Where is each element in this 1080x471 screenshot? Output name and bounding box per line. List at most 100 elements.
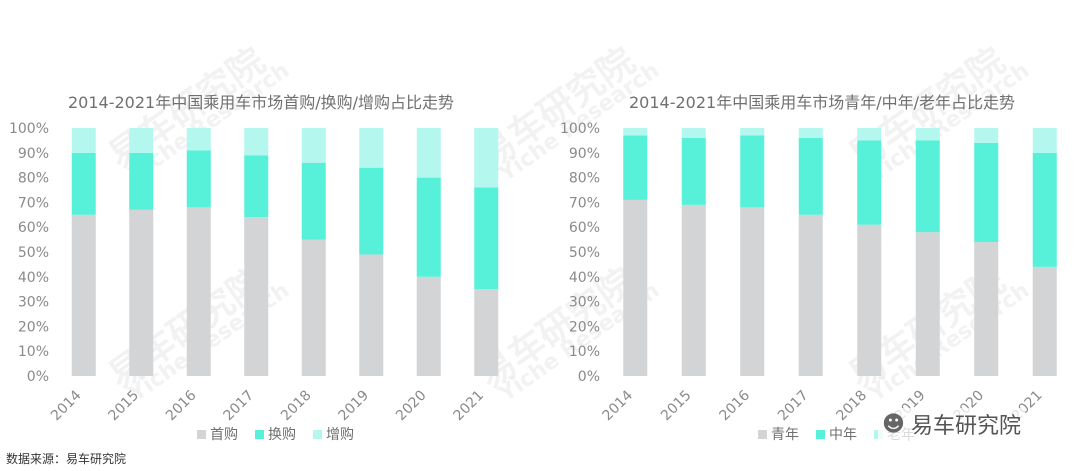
y-tick-label: 70% [18, 195, 49, 211]
bar-segment-换购-2016 [186, 150, 211, 208]
y-tick-label: 50% [569, 245, 600, 261]
bar-segment-首购-2020 [416, 276, 441, 376]
legend-swatch [313, 430, 322, 439]
x-tick-label: 2018 [278, 388, 315, 425]
bar-segment-换购-2020 [416, 177, 441, 277]
bar-segment-老年-2017 [798, 128, 823, 138]
bar-segment-青年-2015 [681, 204, 706, 376]
y-tick-label: 0% [27, 369, 49, 385]
bar-segment-青年-2020 [974, 242, 999, 376]
y-tick-label: 0% [578, 369, 600, 385]
y-tick-label: 20% [569, 319, 600, 335]
bar-segment-老年-2015 [681, 128, 706, 138]
x-tick-label: 2014 [48, 387, 85, 424]
chart-title: 2014-2021年中国乘用车市场首购/换购/增购占比走势 [68, 93, 454, 112]
wechat-icon: ☻ [882, 411, 905, 437]
bar-segment-换购-2017 [244, 155, 269, 218]
legend-label: 增购 [326, 427, 354, 443]
y-tick-label: 30% [569, 295, 600, 311]
bar-segment-青年-2017 [798, 214, 823, 376]
x-tick-label: 2018 [834, 388, 871, 425]
bar-segment-老年-2018 [857, 128, 882, 141]
bar-segment-中年-2020 [974, 142, 999, 243]
bar-segment-首购-2016 [186, 207, 211, 376]
bar-segment-换购-2015 [129, 152, 154, 210]
y-tick-label: 10% [569, 344, 600, 360]
bar-segment-中年-2019 [915, 140, 940, 233]
y-tick-label: 10% [18, 344, 49, 360]
x-tick-label: 2021 [451, 388, 488, 425]
x-tick-label: 2015 [106, 388, 143, 425]
bar-segment-增购-2018 [301, 128, 326, 163]
bar-segment-增购-2017 [244, 128, 269, 156]
x-tick-label: 2020 [393, 388, 430, 425]
bar-segment-增购-2019 [359, 128, 384, 168]
bar-segment-青年-2016 [740, 207, 765, 376]
bar-segment-中年-2016 [740, 135, 765, 208]
y-tick-label: 90% [569, 146, 600, 162]
x-tick-label: 2017 [221, 388, 258, 425]
bar-segment-老年-2014 [623, 128, 648, 136]
y-tick-label: 100% [9, 121, 49, 137]
chart-title: 2014-2021年中国乘用车市场青年/中年/老年占比走势 [629, 93, 1015, 112]
legend-swatch [758, 430, 767, 439]
bar-segment-首购-2017 [244, 217, 269, 376]
legend-swatch [816, 430, 825, 439]
y-tick-label: 30% [18, 295, 49, 311]
y-tick-label: 90% [18, 146, 49, 162]
legend-swatch [197, 430, 206, 439]
brand-logo: ☻ 易车研究院 [878, 408, 1025, 440]
x-tick-label: 2015 [658, 388, 695, 425]
source-note: 数据来源：易车研究院 [6, 452, 127, 466]
y-tick-label: 20% [18, 319, 49, 335]
bar-segment-青年-2021 [1032, 266, 1057, 376]
y-tick-label: 60% [18, 220, 49, 236]
y-tick-label: 40% [569, 270, 600, 286]
bar-segment-中年-2014 [623, 135, 648, 200]
bar-segment-增购-2020 [416, 128, 441, 178]
bar-segment-首购-2014 [71, 214, 96, 376]
x-tick-label: 2016 [717, 387, 754, 424]
bar-segment-中年-2018 [857, 140, 882, 225]
bar-segment-换购-2018 [301, 162, 326, 240]
y-tick-label: 70% [569, 195, 600, 211]
bar-segment-换购-2021 [474, 187, 499, 290]
bar-segment-首购-2018 [301, 239, 326, 376]
y-tick-label: 40% [18, 270, 49, 286]
legend-label: 青年 [771, 427, 799, 443]
bar-segment-首购-2019 [359, 254, 384, 376]
bar-segment-老年-2016 [740, 128, 765, 136]
bar-segment-增购-2021 [474, 128, 499, 188]
bar-segment-中年-2015 [681, 137, 706, 205]
y-tick-label: 60% [569, 220, 600, 236]
bar-segment-首购-2015 [129, 209, 154, 376]
chart-purchase-type: 2014-2021年中国乘用车市场首购/换购/增购占比走势 0% 10% 20% 30%… [9, 93, 499, 443]
x-tick-label: 2014 [600, 387, 637, 424]
bar-segment-青年-2018 [857, 224, 882, 376]
legend-label: 中年 [829, 427, 857, 443]
bar-segment-中年-2017 [798, 137, 823, 215]
chart-age-group: 2014-2021年中国乘用车市场青年/中年/老年占比走势 0% 10% 20% 30%… [560, 93, 1057, 443]
legend-label: 首购 [210, 427, 238, 443]
bar-segment-青年-2019 [915, 232, 940, 376]
bar-segment-老年-2021 [1032, 128, 1057, 153]
y-tick-label: 100% [560, 121, 600, 137]
bar-segment-增购-2016 [186, 128, 211, 151]
bar-segment-换购-2014 [71, 152, 96, 215]
bar-segment-首购-2021 [474, 289, 499, 376]
x-tick-label: 2019 [336, 388, 373, 425]
y-tick-label: 80% [569, 171, 600, 187]
bar-segment-青年-2014 [623, 199, 648, 376]
y-tick-label: 50% [18, 245, 49, 261]
y-tick-label: 80% [18, 171, 49, 187]
brand-logo-text: 易车研究院 [910, 414, 1021, 439]
bar-segment-老年-2020 [974, 128, 999, 143]
bar-segment-增购-2014 [71, 128, 96, 153]
bar-segment-老年-2019 [915, 128, 940, 141]
legend-label: 换购 [268, 426, 296, 443]
bar-segment-换购-2019 [359, 167, 384, 255]
x-tick-label: 2017 [775, 388, 812, 425]
bar-segment-增购-2015 [129, 128, 154, 153]
legend-swatch [255, 430, 264, 439]
x-tick-label: 2016 [163, 387, 200, 424]
